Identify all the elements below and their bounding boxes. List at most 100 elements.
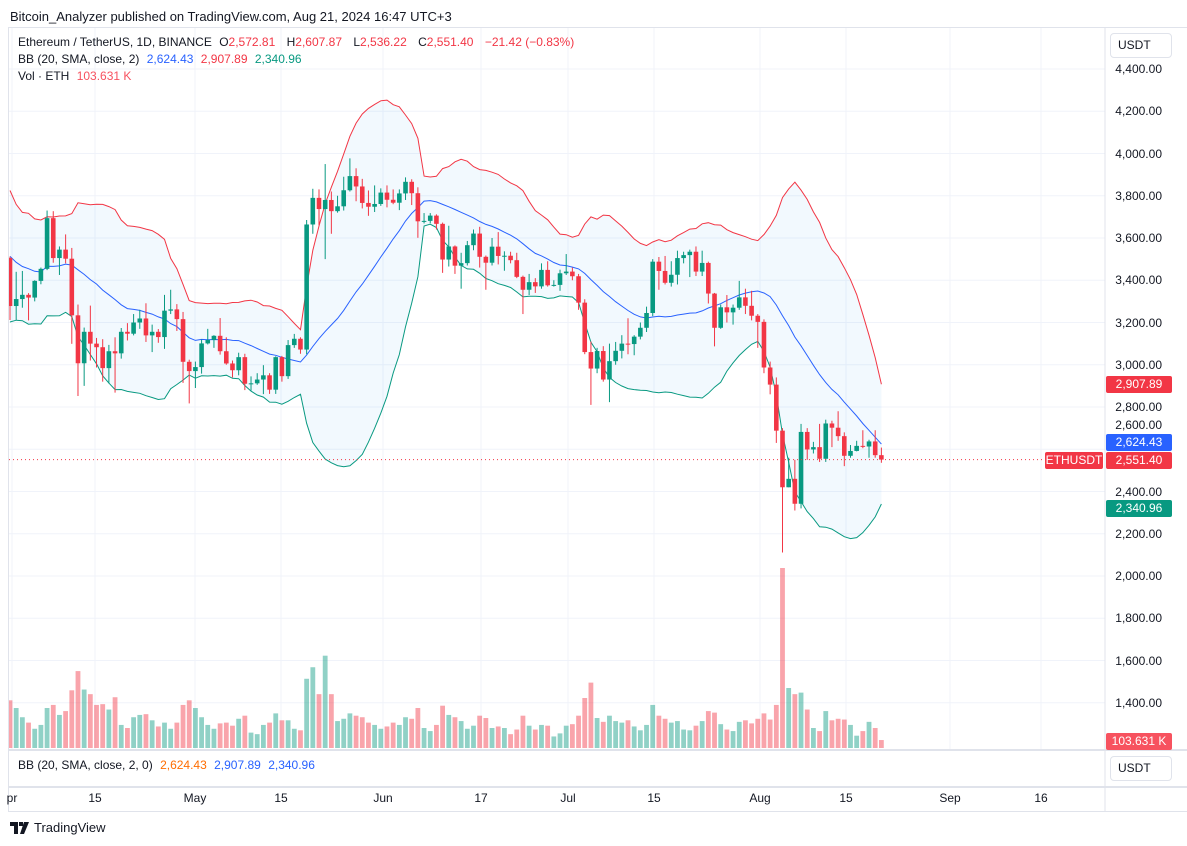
volume-bar xyxy=(236,718,242,748)
candle-body xyxy=(427,215,433,221)
volume-bar xyxy=(13,708,19,748)
volume-bar xyxy=(446,714,452,748)
candle-body xyxy=(483,256,489,263)
volume-bar xyxy=(471,725,476,748)
candle-body xyxy=(817,447,822,459)
bb-basis-value: 2,624.43 xyxy=(146,52,194,66)
volume-bar xyxy=(563,725,569,748)
candle-body xyxy=(533,282,538,287)
volume-bar xyxy=(298,730,303,748)
bb-lower-line xyxy=(9,223,882,540)
candle-body xyxy=(866,441,872,447)
volume-bar xyxy=(860,731,866,748)
volume-bar xyxy=(526,725,532,748)
volume-bar xyxy=(75,671,81,748)
volume-bar xyxy=(835,718,841,748)
candle-body xyxy=(780,430,785,488)
volume-label[interactable]: Vol · ETH xyxy=(18,69,70,83)
bb-pane-legend: BB (20, SMA, close, 2, 0) 2,624.43 2,907… xyxy=(18,758,319,772)
volume-bar xyxy=(780,568,785,748)
candle-body xyxy=(180,319,186,362)
volume-bar xyxy=(112,697,118,748)
candle-body xyxy=(576,276,581,303)
volume-bar xyxy=(600,721,606,748)
volume-value: 103.631 K xyxy=(76,69,132,83)
volume-bar xyxy=(19,717,25,748)
candle-body xyxy=(397,193,402,203)
candle-body xyxy=(600,351,606,380)
volume-bar xyxy=(644,724,649,748)
candle-body xyxy=(131,322,136,334)
candle-body xyxy=(458,263,464,266)
volume-bar xyxy=(137,714,143,748)
bb-label[interactable]: BB (20, SMA, close, 2) xyxy=(18,52,140,66)
candle-body xyxy=(471,233,476,246)
volume-bar xyxy=(267,722,272,748)
symbol-title[interactable]: Ethereum / TetherUS, 1D, BINANCE xyxy=(18,35,212,49)
volume-bar xyxy=(396,724,402,748)
volume-bar xyxy=(817,731,822,748)
bb-upper-value: 2,907.89 xyxy=(200,52,248,66)
price-tick-label: 3,400.00 xyxy=(1115,273,1162,288)
volume-bar xyxy=(872,728,878,748)
candle-body xyxy=(199,343,204,368)
volume-bar xyxy=(724,729,730,748)
candle-body xyxy=(835,427,841,437)
candle-body xyxy=(174,309,180,320)
bb-pane-currency-button[interactable]: USDT xyxy=(1110,756,1172,781)
candle-body xyxy=(186,361,192,372)
candle-body xyxy=(421,220,427,222)
volume-bar xyxy=(878,740,884,748)
time-tick-label: 15 xyxy=(839,791,853,805)
candle-body xyxy=(125,331,130,334)
volume-bar xyxy=(866,721,872,748)
candle-body xyxy=(50,218,56,259)
bb-pane-label[interactable]: BB (20, SMA, close, 2, 0) xyxy=(18,758,153,772)
volume-bar xyxy=(681,729,687,748)
volume-bar xyxy=(650,704,656,748)
high-label: H xyxy=(286,35,296,49)
candle-body xyxy=(224,351,229,364)
price-tick-label: 4,000.00 xyxy=(1115,146,1162,161)
candle-body xyxy=(526,282,532,290)
volume-bar xyxy=(730,731,736,748)
time-tick-label: Jul xyxy=(560,791,576,805)
candle-body xyxy=(594,351,600,369)
candle-body xyxy=(563,271,569,274)
candle-body xyxy=(236,357,241,371)
tradingview-logo[interactable]: TradingView xyxy=(10,820,106,835)
volume-bar xyxy=(32,728,38,748)
volume-bar xyxy=(693,725,699,748)
candle-body xyxy=(879,455,884,460)
candle-body xyxy=(730,307,736,313)
volume-bar xyxy=(242,715,248,748)
candle-body xyxy=(755,315,761,322)
bb-basis-badge: 2,624.43 xyxy=(1106,434,1172,451)
candle-body xyxy=(372,203,377,207)
volume-bar xyxy=(44,708,50,748)
volume-bar xyxy=(829,720,835,748)
candle-body xyxy=(112,351,118,354)
volume-badge: 103.631 K xyxy=(1106,733,1172,750)
candle-body xyxy=(854,445,859,451)
candle-body xyxy=(823,423,829,459)
volume-bar xyxy=(143,714,149,748)
volume-bar xyxy=(798,692,804,748)
candle-body xyxy=(644,312,649,328)
volume-bar xyxy=(539,724,544,748)
candle-body xyxy=(613,350,618,362)
candle-body xyxy=(156,331,161,338)
volume-bar xyxy=(409,718,415,748)
close-label: C xyxy=(418,35,427,49)
candle-body xyxy=(118,331,124,354)
currency-button[interactable]: USDT xyxy=(1110,33,1172,58)
volume-bar xyxy=(767,719,773,748)
candle-body xyxy=(774,384,779,431)
candle-body xyxy=(242,357,248,384)
volume-bar xyxy=(477,715,483,748)
volume-bar xyxy=(279,720,285,748)
candle-body xyxy=(619,343,625,351)
price-tick-label: 3,000.00 xyxy=(1115,357,1162,372)
candle-body xyxy=(539,269,544,287)
